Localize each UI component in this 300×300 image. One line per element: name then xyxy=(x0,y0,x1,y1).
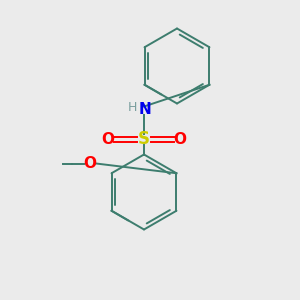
Text: O: O xyxy=(173,132,187,147)
Text: S: S xyxy=(138,130,150,148)
Text: H: H xyxy=(128,100,137,114)
Text: N: N xyxy=(139,102,152,117)
Text: O: O xyxy=(101,132,115,147)
Text: O: O xyxy=(83,156,97,171)
